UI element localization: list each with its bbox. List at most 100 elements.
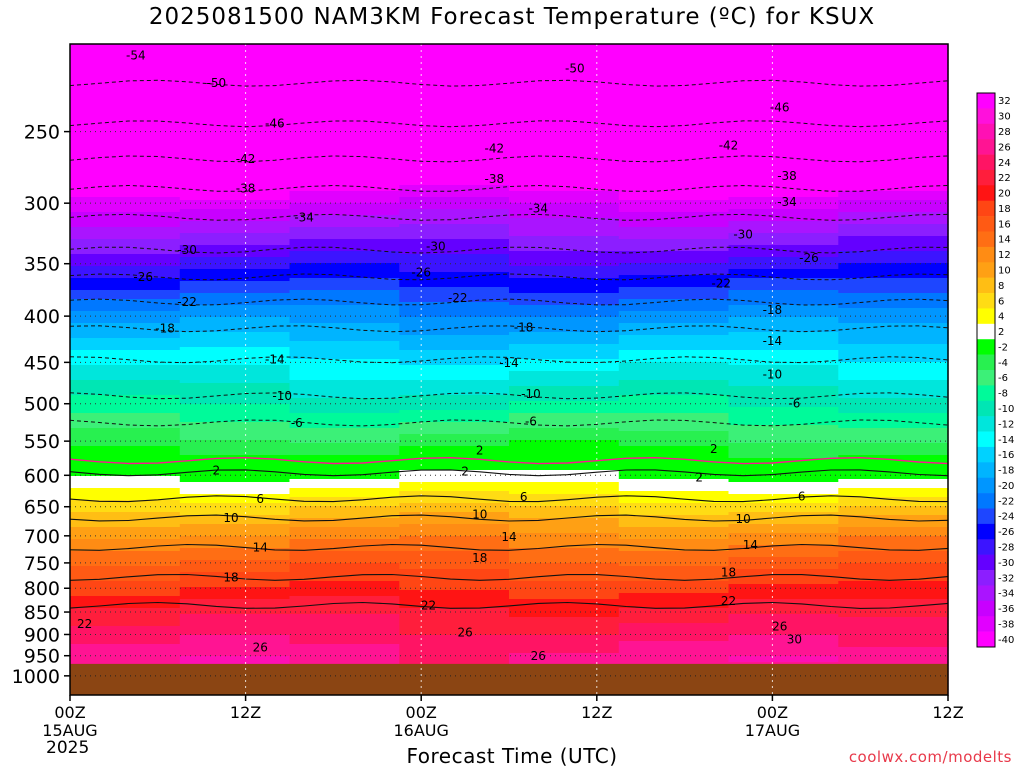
heat-cell [289, 434, 400, 438]
contour-label: -26 [799, 251, 819, 265]
heat-cell [399, 263, 510, 267]
heat-cell [618, 353, 730, 357]
heat-cell [289, 116, 400, 120]
heat-cell [838, 386, 949, 390]
heat-cell [70, 74, 181, 78]
heat-cell [838, 257, 949, 261]
heat-cell [179, 47, 291, 51]
heat-cell [399, 440, 510, 444]
heat-cell [509, 209, 620, 213]
heat-cell [70, 539, 181, 543]
heat-cell [509, 98, 620, 102]
heat-cell [70, 653, 181, 657]
heat-cell [179, 269, 291, 273]
heat-cell [509, 215, 620, 219]
heat-cell [728, 98, 839, 102]
heat-cell [70, 293, 181, 297]
colorbar-label: -12 [998, 419, 1014, 430]
heat-cell [179, 176, 291, 180]
heat-cell [289, 401, 400, 405]
heat-cell [838, 188, 949, 192]
heat-cell [618, 74, 730, 78]
heat-cell [728, 164, 839, 168]
heat-cell [509, 62, 620, 66]
heat-cell [509, 83, 620, 87]
heat-cell [838, 593, 949, 597]
heat-cell [399, 269, 510, 273]
heat-cell [728, 299, 839, 303]
heat-cell [179, 116, 291, 120]
contour-positive [69, 573, 949, 581]
heat-cell [618, 65, 730, 69]
heat-cell [728, 131, 839, 135]
heat-cell [179, 653, 291, 657]
heat-cell [289, 314, 400, 318]
heat-cell [618, 215, 730, 219]
heat-cell [838, 452, 949, 456]
heat-cell [509, 629, 620, 633]
heat-cell [618, 179, 730, 183]
heat-cell [728, 659, 839, 663]
contour-label: 18 [472, 551, 487, 565]
heat-cell [728, 596, 839, 600]
heat-cell [618, 116, 730, 120]
heat-cell [728, 479, 839, 483]
heat-cell [838, 482, 949, 486]
heat-cell [289, 254, 400, 258]
heat-cell [289, 449, 400, 453]
heat-cell [179, 494, 291, 498]
heat-cell [289, 581, 400, 585]
contour-label: 6 [520, 490, 528, 504]
heat-cell [618, 377, 730, 381]
heat-cell [728, 599, 839, 603]
heat-cell [618, 92, 730, 96]
heat-cell [179, 536, 291, 540]
heat-cell [289, 596, 400, 600]
heat-cell [70, 569, 181, 573]
heat-cell [838, 371, 949, 375]
contour-label: -22 [177, 295, 197, 309]
heat-cell [70, 167, 181, 171]
heat-cell [728, 185, 839, 189]
heat-cell [289, 59, 400, 63]
heat-cell [838, 281, 949, 285]
heat-cell [509, 320, 620, 324]
heat-cell [289, 284, 400, 288]
heat-cell [728, 530, 839, 534]
heat-cell [179, 488, 291, 492]
heat-cell [838, 554, 949, 558]
heat-cell [289, 626, 400, 630]
heat-cell [509, 305, 620, 309]
colorbar-swatch [977, 616, 995, 632]
heat-cell [728, 206, 839, 210]
heat-cell [728, 170, 839, 174]
heat-cell [838, 119, 949, 123]
heat-cell [399, 89, 510, 93]
heat-cell [289, 308, 400, 312]
heat-cell [728, 356, 839, 360]
heat-cell [399, 608, 510, 612]
heat-cell [70, 506, 181, 510]
heat-cell [70, 557, 181, 561]
heat-cell [838, 305, 949, 309]
heat-cell [509, 446, 620, 450]
heat-cell [289, 542, 400, 546]
heat-cell [70, 254, 181, 258]
heat-cell [289, 656, 400, 660]
heat-cell [838, 323, 949, 327]
colorbar-swatch [977, 416, 995, 432]
heat-cell [70, 428, 181, 432]
heat-cell [289, 272, 400, 276]
heat-cell [70, 146, 181, 150]
heat-cell [618, 254, 730, 258]
heat-cell [70, 485, 181, 489]
heat-cell [179, 491, 291, 495]
heat-cell [509, 458, 620, 462]
heat-cell [838, 80, 949, 84]
heat-cell [728, 167, 839, 171]
heat-cell [70, 425, 181, 429]
heat-cell [618, 44, 730, 48]
heat-cell [618, 452, 730, 456]
heat-cell [399, 206, 510, 210]
heat-cell [179, 404, 291, 408]
